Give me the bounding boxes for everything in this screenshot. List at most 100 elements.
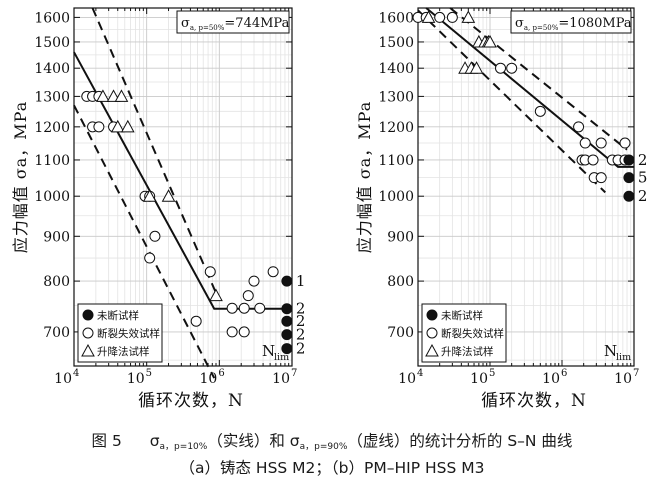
x-tick-label-base: 10 [54,371,72,387]
runout-count-label: 5 [638,169,648,187]
x-tick-label-exponent: 6 [561,368,567,379]
y-tick-label: 1000 [34,189,70,205]
x-tick-label-base: 10 [127,371,145,387]
y-tick-label: 1500 [378,35,414,51]
data-point-failure [434,11,446,23]
figure-caption-line-1: 图 5 σa，p=10%（实线）和 σa，p=90%（虚线）的统计分析的 S–N… [0,429,664,452]
curve-p10-line [91,7,221,301]
y-tick-label: 1200 [378,120,414,136]
caption-subscript-1: a，p=10% [159,442,208,452]
data-point-failure [506,62,518,74]
x-tick-label-base: 10 [542,371,560,387]
x-tick-label-exponent: 7 [633,368,639,379]
plot-frame [417,7,635,367]
x-axis-title: 循环次数，N [481,391,587,411]
y-tick-label: 900 [43,229,70,245]
annotation-box [510,10,632,34]
runout-count-label: 2 [296,312,306,330]
data-point-failure [190,315,202,327]
data-point-failure [149,230,161,242]
y-tick-label: 1300 [34,89,70,105]
data-point-failure [595,172,607,184]
y-tick-label: 1000 [378,189,414,205]
data-point-failure [204,266,216,278]
data-point-triangle [421,10,436,23]
annotation-text: σa, p=50%=1080MPa [515,16,632,32]
legend-label: 断裂失效试样 [97,327,160,340]
data-point-triangle [142,189,157,202]
data-point-triangle [461,10,476,23]
data-point-triangle [209,288,223,302]
x-tick-label-base: 10 [470,371,488,387]
x-tick-label-exponent: 4 [417,368,423,379]
y-tick-label: 900 [387,229,414,245]
annotation-box [176,10,290,34]
data-point-failure [238,302,250,314]
legend-label: 断裂失效试样 [441,327,504,340]
x-tick-label-base: 10 [614,371,632,387]
runout-count-label: 2 [296,340,306,358]
series-open-triangle [421,10,497,74]
x-tick-label-base: 10 [272,371,290,387]
legend-marker-triangle [81,343,95,357]
annotation-sigma: σ [515,16,524,31]
figure-caption-line-2: （a）铸态 HSS M2；（b）PM–HIP HSS M3 [179,459,485,477]
data-point-failure [226,326,238,338]
y-tick-label: 1100 [34,153,70,169]
y-tick-label: 1400 [34,61,70,77]
data-point-failure [446,11,458,23]
data-point-runout [281,329,293,341]
x-tick-label-base: 10 [200,371,218,387]
runout-count-label: 2 [638,187,648,205]
data-point-triangle [120,119,135,133]
y-tick-label: 1200 [34,120,70,136]
y-tick-label: 700 [387,325,414,341]
fit-curves [417,7,634,194]
y-axis-title: 应力幅值 σa，MPa [11,101,30,254]
figure-label: 图 5 [91,432,122,450]
series-filled-circle [623,154,635,202]
data-point-failure [226,302,238,314]
y-tick-label: 1300 [378,89,414,105]
x-tick-label-exponent: 5 [146,368,152,379]
curve-p90-line [73,104,216,379]
curve-p90-line [417,9,606,194]
data-point-failure [579,137,591,149]
nlim-label-sub: lim [616,352,631,363]
data-point-failure [93,121,105,133]
data-point-failure [573,121,585,133]
data-point-triangle [110,119,125,133]
series-open-circle [81,90,279,338]
legend-marker-open [426,327,438,339]
y-tick-label: 800 [43,274,70,290]
caption-sigma-2: σ [289,432,300,450]
data-point-failure [242,290,254,302]
data-point-failure [595,137,607,149]
data-point-runout [281,275,293,287]
runout-count-label: 2 [638,151,648,169]
caption-text-1: （实线）和 [207,432,285,450]
annotation-value: =1080MPa [558,16,631,31]
legend-label: 未断试样 [97,309,139,322]
legend-label: 升降法试样 [441,345,494,358]
data-point-runout [281,343,293,355]
y-tick-label: 1600 [378,10,414,26]
y-tick-label: 800 [387,274,414,290]
data-point-failure [534,105,546,117]
data-point-failure [619,137,631,149]
y-axis-title: 应力幅值 σa，MPa [355,101,374,254]
data-point-runout [623,190,635,202]
y-tick-label: 1400 [378,61,414,77]
nlim-label-main: N [604,342,617,360]
curve-p50-line [425,7,634,168]
x-tick-label-base: 10 [398,371,416,387]
x-tick-label-exponent: 6 [218,368,224,379]
x-tick-label-exponent: 4 [73,368,79,379]
legend-marker-filled [82,309,94,321]
annotation-subscript: a, p=50% [524,24,559,32]
series-open-circle [412,11,631,184]
data-point-failure [267,266,279,278]
data-point-triangle [114,89,129,102]
